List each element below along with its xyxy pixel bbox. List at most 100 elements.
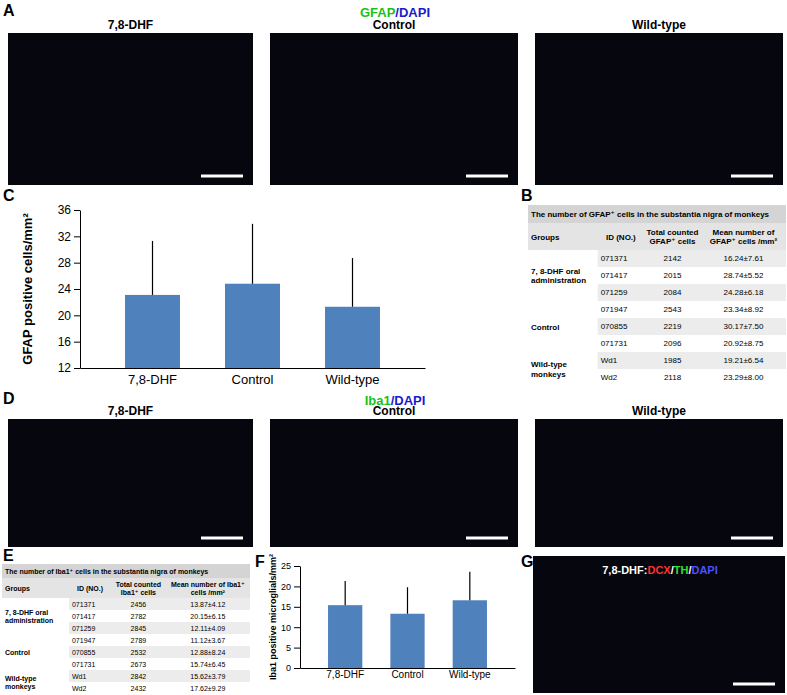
- text-line: monkeys: [531, 369, 566, 378]
- tick-mark: [294, 627, 300, 628]
- tick-label: 24: [58, 282, 72, 296]
- axis-line: [81, 368, 426, 369]
- table-cell: 071947: [72, 637, 95, 644]
- tick-label: 28: [58, 256, 72, 270]
- table-cell: 20.15±6.15: [190, 613, 225, 620]
- error-bar: [152, 241, 153, 295]
- micrograph: [535, 419, 783, 547]
- text-line: Total counted: [647, 227, 699, 236]
- tick-mark: [294, 648, 300, 649]
- table-cell: 071731: [601, 339, 628, 348]
- table-cell: 2543: [664, 305, 682, 314]
- text-line: Mean number of Iba1⁺: [171, 580, 245, 587]
- table-cell: 2096: [664, 339, 682, 348]
- tick-mark: [74, 368, 80, 369]
- text-line: administration: [531, 276, 586, 285]
- tick-mark: [74, 263, 80, 264]
- tick-mark: [74, 236, 80, 237]
- text-line: Wild-type: [5, 674, 37, 682]
- text-line: GFAP⁺ cells /mm²: [710, 237, 778, 246]
- text-line: Wild-type: [531, 360, 567, 369]
- table: The number of GFAP⁺ cells in the substan…: [528, 205, 786, 386]
- tick-mark: [74, 210, 80, 211]
- table-cell: 2015: [664, 271, 682, 280]
- table-row-bg: [598, 250, 786, 267]
- tick-label: 36: [58, 203, 72, 217]
- tick: 36: [58, 203, 80, 217]
- table-cell: Wd2: [72, 685, 87, 692]
- table-cell: 24.28±6.18: [723, 288, 764, 297]
- table-cell: 15.74±6.45: [190, 661, 225, 668]
- figure: AGFAP/DAPI7,8-DHFControlWild-typeDIba1/D…: [0, 0, 787, 695]
- table-header: Groups: [5, 585, 30, 593]
- text-line: Control: [5, 649, 30, 656]
- tick: 16: [58, 335, 80, 349]
- title-part: TH: [674, 564, 689, 576]
- tick-label: 25: [281, 561, 291, 571]
- table-cell: 071371: [72, 601, 95, 608]
- tick-mark: [294, 607, 300, 608]
- panel-label: E: [3, 547, 14, 564]
- bar: [453, 600, 487, 668]
- tick: 7,8-DHF: [128, 372, 177, 387]
- table-header: ID (NO.): [606, 232, 636, 241]
- y-axis-title: GFAP positive cells/mm²: [20, 213, 35, 365]
- table-cell: 30.17±7.50: [723, 322, 764, 331]
- bar: [125, 295, 180, 368]
- table-row-bg: [69, 670, 250, 682]
- table-cell: Wd2: [601, 373, 618, 382]
- table-row-bg: [69, 610, 250, 622]
- tick-label: 20: [281, 582, 291, 592]
- bar: [390, 614, 424, 668]
- text-line: ID (NO.): [77, 585, 103, 593]
- tick-label: 32: [58, 230, 72, 244]
- table-cell: 1985: [664, 356, 682, 365]
- table-group: Wild-typemonkeys: [5, 674, 37, 690]
- scale-bar: [201, 175, 243, 178]
- table-header: Groups: [531, 232, 560, 241]
- image-label: 7,8-DHF: [108, 18, 153, 32]
- bar: [225, 284, 280, 368]
- plot-marks: [328, 572, 487, 668]
- table-cell: 2532: [131, 649, 147, 656]
- bar: [328, 605, 362, 668]
- text-line: The number of GFAP⁺ cells in the substan…: [531, 210, 770, 219]
- table-cell: 2219: [664, 322, 682, 331]
- x-axis: 7,8-DHF Control Wild-type: [81, 369, 426, 388]
- micrograph: [270, 33, 518, 185]
- tick-label: Wild-type: [325, 372, 379, 387]
- table-row-bg: [69, 634, 250, 646]
- tick-label: 16: [58, 335, 72, 349]
- table-cell: 071947: [601, 305, 628, 314]
- tick: 24: [58, 282, 80, 296]
- table-cell: 2845: [131, 625, 147, 632]
- plot-marks: [125, 224, 380, 368]
- table-group: Wild-typemonkeys: [531, 360, 567, 378]
- tick-label: 0: [286, 663, 291, 673]
- tick-label: 7,8-DHF: [128, 372, 177, 387]
- table-cell: 23.29±8.00: [723, 373, 764, 382]
- table-cell: 2782: [131, 613, 147, 620]
- tick: Control: [232, 372, 274, 387]
- table-title-bg: [528, 205, 786, 223]
- text-line: Groups: [5, 585, 30, 593]
- tick-label: 7,8-DHF: [326, 669, 364, 680]
- table-header-bg: [2, 578, 250, 598]
- panel-label: G: [521, 553, 533, 570]
- text-line: monkeys: [5, 683, 35, 691]
- text-line: GFAP⁺ cells: [649, 237, 696, 246]
- table-cell: 20.92±8.75: [723, 339, 764, 348]
- tick-label: Control: [391, 669, 423, 680]
- table-cell: 17.62±9.29: [190, 685, 225, 692]
- table-cell: 2673: [131, 661, 147, 668]
- table-row-bg: [69, 682, 250, 694]
- error-bar: [407, 587, 408, 614]
- micrograph: [535, 33, 783, 185]
- title-part: DAPI: [691, 564, 717, 576]
- tick: 5: [286, 643, 300, 653]
- table-header: Total countedIba1⁺ cells: [116, 580, 161, 595]
- text-line: ID (NO.): [606, 232, 636, 241]
- tick: 32: [58, 230, 80, 244]
- tick: Wild-type: [449, 669, 491, 680]
- table-row-bg: [598, 335, 786, 352]
